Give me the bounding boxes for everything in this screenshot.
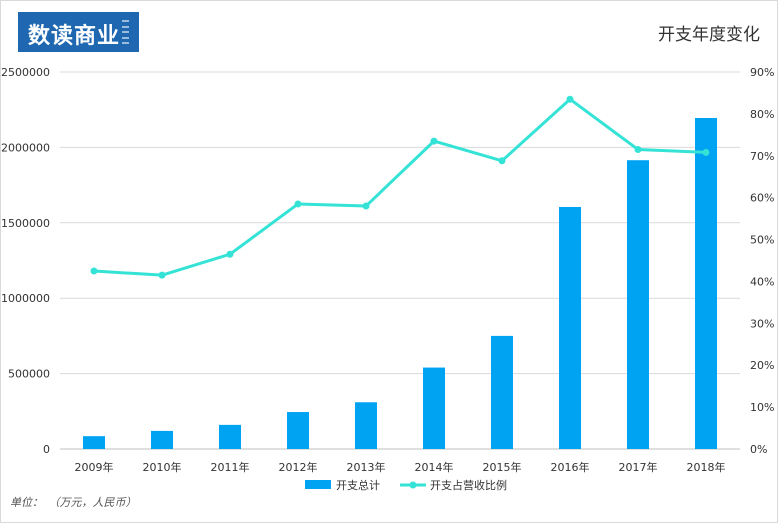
legend-label-bar: 开支总计: [336, 478, 380, 492]
y-left-tick-label: 2500000: [1, 66, 50, 79]
bar: [627, 160, 649, 449]
ratio-point: [702, 148, 710, 156]
chart-title: 开支年度变化: [658, 25, 760, 45]
y-right-tick-label: 0%: [750, 443, 767, 456]
unit-note: 单位： （万元，人民币）: [10, 496, 137, 509]
y-right-tick-label: 60%: [750, 192, 774, 205]
bar: [83, 436, 105, 449]
bar: [423, 367, 445, 449]
logo-text: 数读商业: [28, 23, 121, 49]
y-right-tick-label: 30%: [750, 317, 774, 330]
y-left-tick-label: 1000000: [1, 292, 50, 305]
bar: [695, 117, 717, 449]
ratio-point: [294, 200, 302, 208]
y-left-tick-label: 2000000: [1, 141, 50, 154]
ratio-line: [93, 97, 707, 277]
ratio-point: [362, 202, 370, 210]
bar: [219, 424, 241, 449]
x-tick-label: 2013年: [347, 460, 386, 474]
ratio-point: [430, 137, 438, 145]
y-right-tick-label: 10%: [750, 401, 774, 414]
ratio-point: [90, 267, 98, 275]
x-tick-label: 2010年: [143, 460, 182, 474]
x-tick-label: 2011年: [211, 460, 250, 474]
ratio-point: [226, 250, 234, 258]
bar: [355, 402, 377, 449]
brand-logo: 数读商业: [18, 12, 139, 52]
bar: [559, 206, 581, 449]
legend-swatch-point: [409, 481, 417, 489]
bar: [287, 412, 309, 449]
x-tick-label: 2012年: [279, 460, 318, 474]
x-tick-label: 2016年: [551, 460, 590, 474]
legend-label-line: 开支占营收比例: [430, 478, 507, 492]
y-left-tick-label: 0: [43, 443, 50, 456]
ratio-point: [566, 95, 574, 103]
x-tick-label: 2015年: [483, 460, 522, 474]
ratio-point: [158, 271, 166, 279]
bar: [491, 335, 513, 449]
y-right-tick-label: 90%: [750, 66, 774, 79]
y-right-tick-label: 80%: [750, 108, 774, 121]
y-right-tick-label: 50%: [750, 234, 774, 247]
y-right-tick-label: 70%: [750, 150, 774, 163]
bar: [151, 430, 173, 449]
logo-mark-icon: [122, 20, 129, 44]
y-left-tick-label: 500000: [8, 368, 50, 381]
ratio-point: [634, 145, 642, 153]
y-left-tick-label: 1500000: [1, 217, 50, 230]
ratio-point: [498, 157, 506, 165]
x-tick-label: 2009年: [75, 460, 114, 474]
y-right-tick-label: 20%: [750, 359, 774, 372]
y-right-tick-label: 40%: [750, 275, 774, 288]
x-tick-label: 2017年: [619, 460, 658, 474]
x-tick-label: 2014年: [415, 460, 454, 474]
x-tick-label: 2018年: [687, 460, 726, 474]
legend-swatch-bar: [305, 480, 331, 489]
